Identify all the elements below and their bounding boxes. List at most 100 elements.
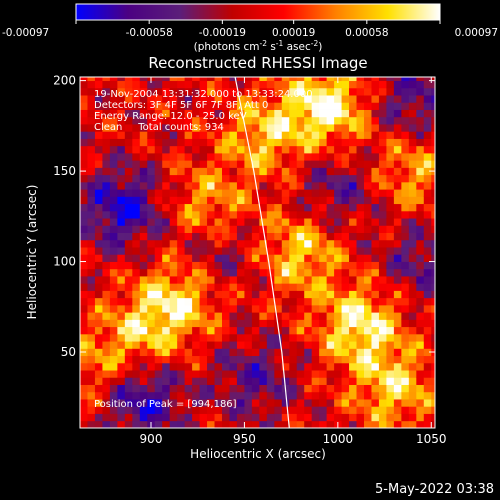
heatmap-cell (109, 203, 118, 212)
heatmap-cell (266, 174, 275, 183)
heatmap-cell (356, 391, 365, 400)
heatmap-cell (207, 87, 215, 96)
heatmap-cell (266, 239, 275, 248)
heatmap-cell (177, 218, 186, 226)
heatmap-cell (408, 261, 417, 270)
heatmap-cell (236, 268, 245, 277)
heatmap-cell (184, 362, 193, 371)
heatmap-image (80, 77, 435, 428)
heatmap-cell (109, 109, 118, 118)
colorbar-tick-label: 0.00019 (272, 27, 315, 39)
heatmap-cell (349, 355, 357, 364)
heatmap-cell (169, 377, 178, 385)
heatmap-cell (80, 160, 88, 168)
heatmap-cell (281, 276, 290, 284)
heatmap-cell (169, 181, 178, 190)
heatmap-cell (304, 384, 313, 393)
heatmap-cell (431, 290, 435, 299)
heatmap-cell (139, 80, 148, 89)
heatmap-cell (214, 413, 223, 422)
heatmap-cell (199, 370, 208, 378)
heatmap-cell (289, 312, 298, 320)
heatmap-cell (214, 218, 223, 226)
heatmap-cell (334, 312, 342, 320)
heatmap-cell (147, 413, 156, 422)
heatmap-cell (94, 341, 103, 349)
heatmap-cell (378, 181, 387, 190)
heatmap-cell (154, 399, 163, 407)
heatmap-cell (281, 116, 290, 125)
heatmap-cell (139, 247, 148, 255)
heatmap-cell (364, 283, 372, 291)
heatmap-cell (80, 131, 88, 139)
heatmap-cell (154, 174, 163, 183)
heatmap-cell (266, 261, 275, 270)
heatmap-cell (296, 319, 305, 328)
heatmap-cell (177, 420, 186, 428)
heatmap-cell (184, 370, 193, 378)
heatmap-cell (274, 181, 283, 190)
heatmap-cell (334, 370, 342, 378)
heatmap-cell (274, 362, 283, 371)
heatmap-cell (162, 399, 171, 407)
heatmap-cell (229, 87, 238, 96)
heatmap-cell (147, 181, 156, 190)
heatmap-cell (117, 304, 126, 313)
heatmap-cell (393, 247, 402, 255)
heatmap-cell (192, 312, 200, 320)
heatmap-cell (222, 95, 230, 103)
heatmap-cell (80, 406, 88, 414)
heatmap-cell (192, 290, 200, 299)
heatmap-cell (289, 77, 298, 82)
heatmap-cell (341, 362, 350, 371)
heatmap-cell (102, 77, 111, 82)
heatmap-cell (222, 102, 230, 110)
heatmap-cell (102, 131, 111, 139)
heatmap-cell (236, 413, 245, 422)
heatmap-cell (334, 239, 342, 248)
heatmap-cell (259, 203, 268, 212)
heatmap-cell (266, 152, 275, 161)
heatmap-cell (304, 138, 313, 147)
heatmap-cell (378, 370, 387, 378)
heatmap-cell (87, 348, 96, 357)
heatmap-cell (378, 160, 387, 168)
heatmap-cell (311, 254, 320, 262)
x-tick-label: 950 (233, 432, 256, 446)
heatmap-cell (378, 391, 387, 400)
heatmap-cell (124, 181, 133, 190)
heatmap-cell (401, 77, 410, 82)
heatmap-cell (184, 290, 193, 299)
heatmap-cell (124, 196, 133, 205)
heatmap-cell (236, 312, 245, 320)
heatmap-cell (251, 276, 260, 284)
heatmap-cell (222, 413, 230, 422)
heatmap-cell (356, 406, 365, 414)
plot-frame (79, 76, 436, 429)
heatmap-cell (274, 77, 283, 82)
heatmap-cell (341, 283, 350, 291)
heatmap-cell (169, 391, 178, 400)
heatmap-cell (87, 355, 96, 364)
heatmap-cell (214, 225, 223, 233)
heatmap-cell (378, 218, 387, 226)
heatmap-cell (80, 189, 88, 197)
heatmap-cell (154, 95, 163, 103)
heatmap-cell (177, 247, 186, 255)
heatmap-cell (393, 203, 402, 212)
heatmap-cell (386, 210, 395, 219)
heatmap-cell (94, 319, 103, 328)
heatmap-cell (401, 413, 410, 422)
heatmap-cell (266, 189, 275, 197)
heatmap-cell (401, 203, 410, 212)
heatmap-cell (364, 145, 372, 154)
heatmap-cell (80, 181, 88, 190)
heatmap-cell (251, 80, 260, 89)
heatmap-cell (139, 399, 148, 407)
heatmap-cell (132, 406, 141, 414)
heatmap-cell (371, 160, 380, 168)
heatmap-cell (207, 391, 215, 400)
heatmap-cell (244, 290, 253, 299)
heatmap-cell (371, 225, 380, 233)
heatmap-cell (147, 124, 156, 132)
